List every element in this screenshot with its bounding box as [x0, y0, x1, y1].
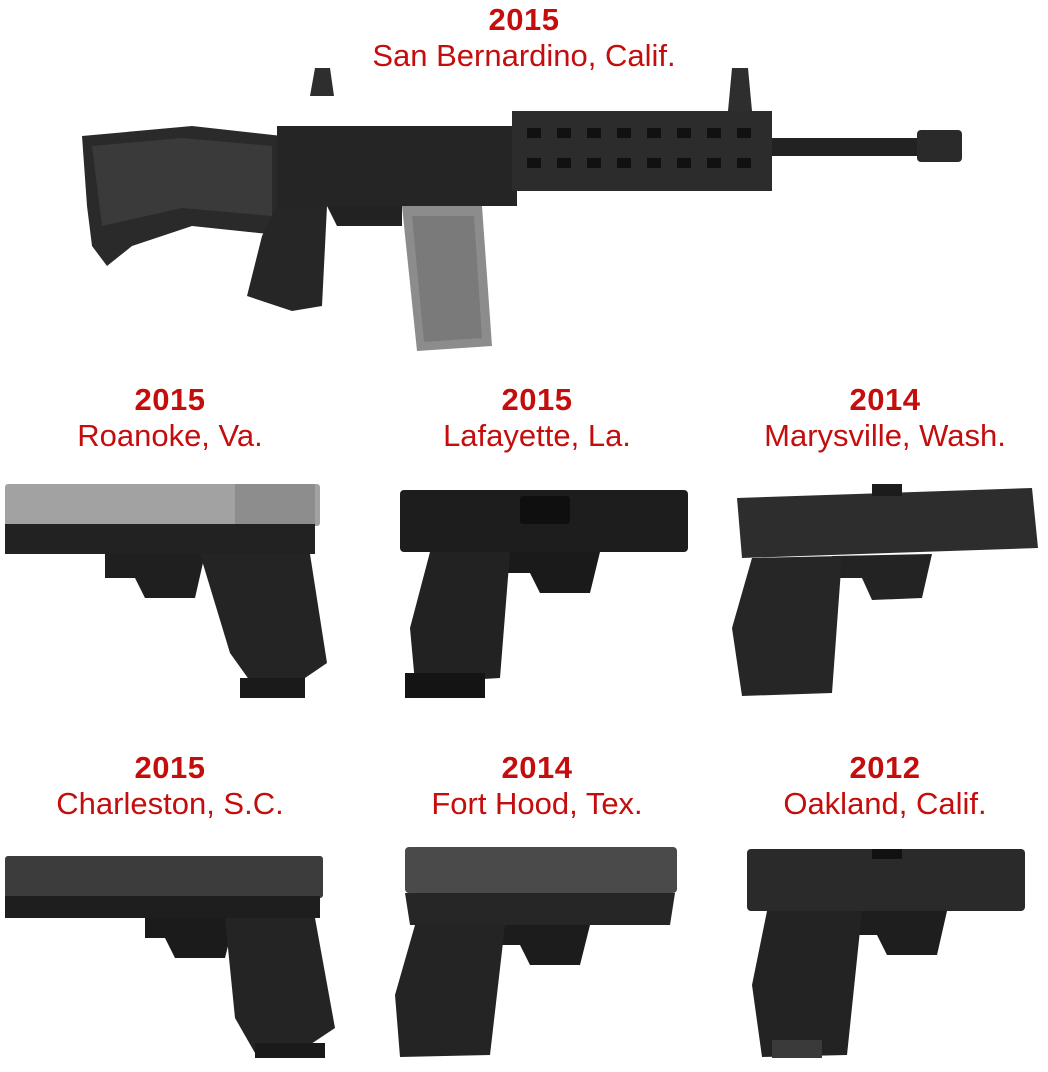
caption-place: San Bernardino, Calif. [372, 37, 676, 73]
caption-place: Roanoke, Va. [77, 417, 263, 453]
pistol-icon [722, 478, 1040, 700]
caption-place: Fort Hood, Tex. [431, 785, 643, 821]
caption-lafayette: 2015 Lafayette, La. [387, 382, 687, 453]
caption-year: 2015 [134, 382, 206, 417]
pistol-icon [5, 478, 330, 700]
pistol-icon [390, 845, 680, 1065]
caption-roanoke: 2015 Roanoke, Va. [20, 382, 320, 453]
caption-san-bernardino: 2015 San Bernardino, Calif. [274, 2, 774, 73]
caption-place: Oakland, Calif. [783, 785, 987, 821]
caption-place: Lafayette, La. [443, 417, 631, 453]
pistol-icon [400, 478, 690, 700]
pistol-icon [742, 845, 1030, 1067]
caption-place: Charleston, S.C. [56, 785, 284, 821]
caption-place: Marysville, Wash. [764, 417, 1006, 453]
caption-charleston: 2015 Charleston, S.C. [20, 750, 320, 821]
caption-year: 2015 [488, 2, 560, 37]
caption-year: 2015 [134, 750, 206, 785]
caption-year: 2014 [501, 750, 573, 785]
caption-year: 2015 [501, 382, 573, 417]
caption-oakland: 2012 Oakland, Calif. [735, 750, 1035, 821]
caption-year: 2012 [849, 750, 921, 785]
caption-year: 2014 [849, 382, 921, 417]
rifle-icon [72, 66, 972, 356]
caption-marysville: 2014 Marysville, Wash. [735, 382, 1035, 453]
pistol-icon [5, 848, 335, 1060]
caption-fort-hood: 2014 Fort Hood, Tex. [387, 750, 687, 821]
